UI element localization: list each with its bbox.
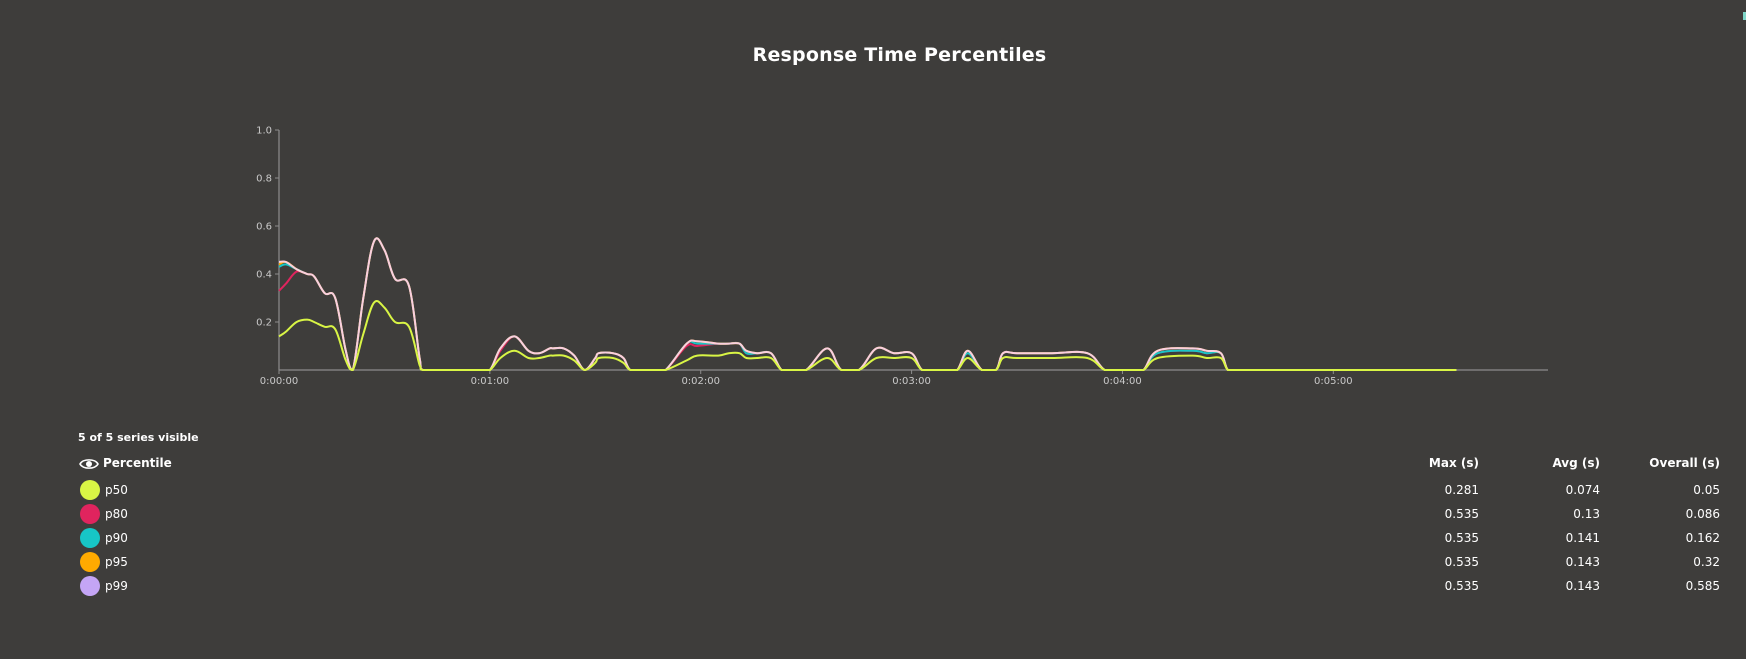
x-tick-label: 0:05:00 xyxy=(1314,376,1353,387)
series-line-p99 xyxy=(278,237,1457,372)
y-tick-label: 0.6 xyxy=(256,222,272,233)
y-tick-label: 0.4 xyxy=(256,270,272,281)
avg-value: 0.141 xyxy=(1565,531,1600,545)
percentile-column-header: Percentile xyxy=(103,456,172,470)
x-tick-label: 0:03:00 xyxy=(892,376,931,387)
overall-value: 0.05 xyxy=(1693,483,1720,497)
series-label: p90 xyxy=(105,531,128,545)
avg-value: 0.143 xyxy=(1565,579,1600,593)
series-toggle-p50[interactable] xyxy=(80,480,100,500)
x-tick-label: 0:02:00 xyxy=(681,376,720,387)
overall-value: 0.086 xyxy=(1685,507,1720,521)
max-value: 0.535 xyxy=(1444,507,1479,521)
max-value: 0.535 xyxy=(1444,579,1479,593)
x-tick-label: 0:04:00 xyxy=(1103,376,1142,387)
series-toggle-p99[interactable] xyxy=(80,576,100,596)
series-toggle-p80[interactable] xyxy=(80,504,100,524)
series-label: p99 xyxy=(105,579,128,593)
legend-row-p80[interactable]: p80 0.535 0.13 0.086 xyxy=(0,502,1746,526)
series-toggle-p90[interactable] xyxy=(80,528,100,548)
max-value: 0.535 xyxy=(1444,555,1479,569)
corner-indicator xyxy=(1743,12,1746,20)
series-label: p80 xyxy=(105,507,128,521)
y-tick-label: 0.8 xyxy=(256,174,272,185)
max-value: 0.281 xyxy=(1444,483,1479,497)
x-tick-label: 0:00:00 xyxy=(260,376,299,387)
legend-row-p95[interactable]: p95 0.535 0.143 0.32 xyxy=(0,550,1746,574)
y-tick-label: 0.2 xyxy=(256,318,272,329)
series-toggle-p95[interactable] xyxy=(80,552,100,572)
overall-value: 0.585 xyxy=(1685,579,1720,593)
legend-row-p50[interactable]: p50 0.281 0.074 0.05 xyxy=(0,478,1746,502)
avg-column-header: Avg (s) xyxy=(1552,456,1600,470)
chart-series-layer xyxy=(278,237,1457,372)
avg-value: 0.074 xyxy=(1565,483,1600,497)
series-line-p90 xyxy=(278,237,1457,372)
series-visibility-caption: 5 of 5 series visible xyxy=(78,431,199,444)
series-line-p95 xyxy=(278,237,1457,372)
y-tick-label: 1.0 xyxy=(256,126,272,137)
chart: 1.0 0.8 0.6 0.4 0.2 0:00:00 0:01:00 0:02:00 0:03… xyxy=(256,126,1548,387)
avg-value: 0.143 xyxy=(1565,555,1600,569)
max-column-header: Max (s) xyxy=(1428,456,1479,470)
series-line-p50 xyxy=(278,300,1457,372)
overall-column-header: Overall (s) xyxy=(1649,456,1720,470)
max-value: 0.535 xyxy=(1444,531,1479,545)
avg-value: 0.13 xyxy=(1573,507,1600,521)
overall-value: 0.162 xyxy=(1685,531,1720,545)
legend-row-p99[interactable]: p99 0.535 0.143 0.585 xyxy=(0,574,1746,598)
chart-axes: 1.0 0.8 0.6 0.4 0.2 0:00:00 0:01:00 0:02:00 0:03… xyxy=(256,126,1548,387)
eye-icon[interactable] xyxy=(79,457,99,471)
series-label: p95 xyxy=(105,555,128,569)
series-line-p80 xyxy=(278,237,1457,372)
x-tick-label: 0:01:00 xyxy=(471,376,510,387)
series-label: p50 xyxy=(105,483,128,497)
chart-title: Response Time Percentiles xyxy=(752,44,1047,66)
overall-value: 0.32 xyxy=(1693,555,1720,569)
legend-row-p90[interactable]: p90 0.535 0.141 0.162 xyxy=(0,526,1746,550)
